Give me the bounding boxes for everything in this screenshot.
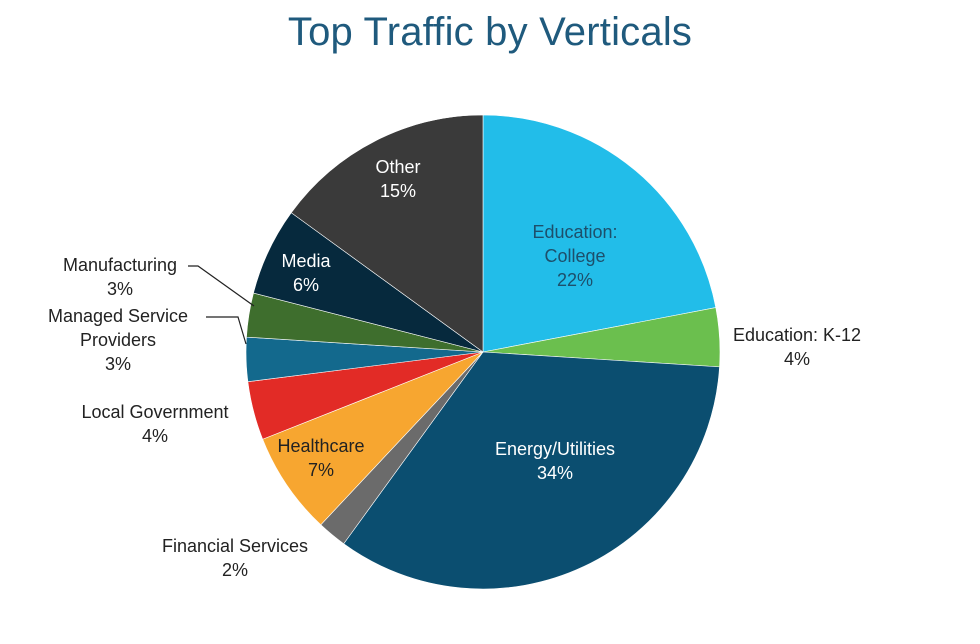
slice-label-managed-service-providers: Managed Service Providers 3%	[48, 306, 188, 374]
pie-slice-other	[290, 114, 484, 353]
pie-slice-education-college	[482, 114, 717, 353]
slice-label-financial-services: Financial Services 2%	[162, 536, 308, 580]
slice-name-label: Media	[281, 251, 331, 271]
slice-name-label: Education:	[532, 222, 617, 242]
pie-slice-energy-utilities	[343, 351, 720, 590]
slice-label-healthcare: Healthcare 7%	[277, 436, 364, 480]
slice-name-label: Financial Services	[162, 536, 308, 556]
slice-name-label: Healthcare	[277, 436, 364, 456]
slice-label-manufacturing: Manufacturing 3%	[63, 255, 177, 299]
slice-name-label: Local Government	[81, 402, 228, 422]
slice-percent-label: 2%	[222, 560, 248, 580]
slice-name-label: Education: K-12	[733, 325, 861, 345]
slice-percent-label: 34%	[537, 463, 573, 483]
slice-percent-label: 4%	[142, 426, 168, 446]
slice-percent-label: 6%	[293, 275, 319, 295]
slice-name-label: Energy/Utilities	[495, 439, 615, 459]
leader-line-manufacturing	[188, 265, 255, 307]
slice-percent-label: 15%	[380, 181, 416, 201]
slice-label-local-government: Local Government 4%	[81, 402, 228, 446]
slice-name-label: Providers	[80, 330, 156, 350]
slice-labels: Education: College 22% Education: K-12 4% Ene…	[48, 157, 861, 580]
slice-percent-label: 4%	[784, 349, 810, 369]
pie-slice-healthcare	[262, 351, 484, 526]
slice-label-education-k-12: Education: K-12 4%	[733, 325, 861, 369]
slice-name-label: College	[544, 246, 605, 266]
slice-percent-label: 22%	[557, 270, 593, 290]
slice-label-media: Media 6%	[281, 251, 331, 295]
slice-label-education-college: Education: College 22%	[532, 222, 617, 290]
slice-name-label: Other	[375, 157, 420, 177]
leader-line-managed-service-providers	[206, 316, 247, 345]
slice-name-label: Managed Service	[48, 306, 188, 326]
slice-percent-label: 3%	[107, 279, 133, 299]
pie-slices	[245, 114, 721, 590]
slice-percent-label: 7%	[308, 460, 334, 480]
slice-percent-label: 3%	[105, 354, 131, 374]
slice-name-label: Manufacturing	[63, 255, 177, 275]
chart-title: Top Traffic by Verticals	[287, 10, 693, 54]
leader-lines	[188, 265, 255, 345]
slice-label-energy-utilities: Energy/Utilities 34%	[495, 439, 615, 483]
slice-label-other: Other 15%	[375, 157, 420, 201]
